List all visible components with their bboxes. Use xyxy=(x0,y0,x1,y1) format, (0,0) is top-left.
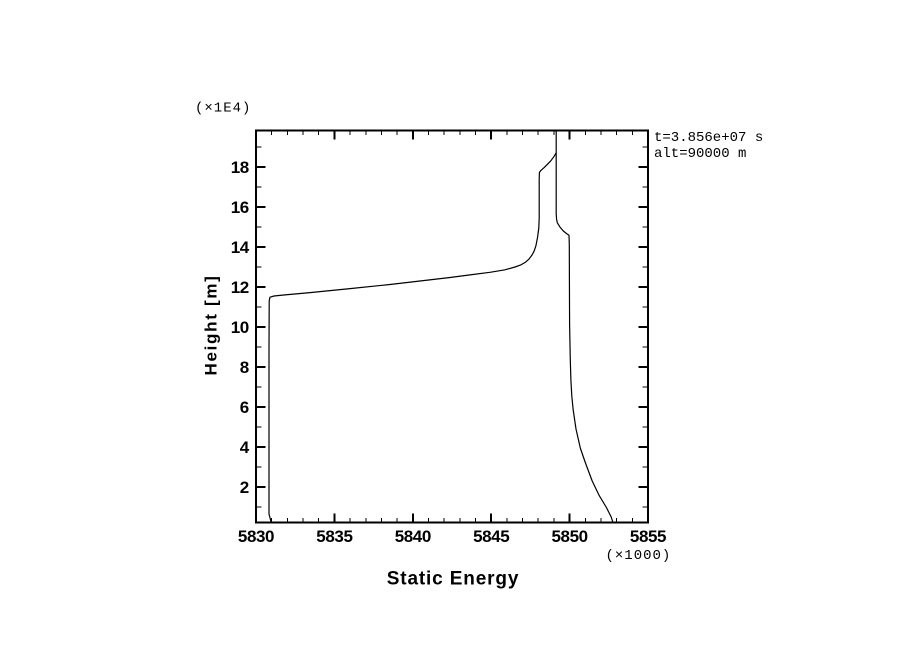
svg-text:16: 16 xyxy=(231,198,249,217)
svg-text:4: 4 xyxy=(240,438,250,457)
svg-text:Static Energy: Static Energy xyxy=(387,569,519,590)
svg-text:t=3.856e+07 s: t=3.856e+07 s xyxy=(654,130,763,146)
svg-text:(×1000): (×1000) xyxy=(606,548,672,564)
svg-text:18: 18 xyxy=(231,158,249,177)
svg-text:alt=90000 m: alt=90000 m xyxy=(654,146,746,162)
svg-text:5835: 5835 xyxy=(316,527,352,546)
svg-text:2: 2 xyxy=(240,478,249,497)
svg-text:14: 14 xyxy=(231,238,250,257)
svg-text:5855: 5855 xyxy=(630,527,666,546)
svg-text:12: 12 xyxy=(231,278,249,297)
svg-text:5845: 5845 xyxy=(473,527,509,546)
svg-text:5830: 5830 xyxy=(238,527,274,546)
svg-text:Height [m]: Height [m] xyxy=(202,274,221,375)
svg-text:8: 8 xyxy=(240,358,249,377)
svg-text:6: 6 xyxy=(240,398,249,417)
svg-text:5850: 5850 xyxy=(551,527,587,546)
svg-text:5840: 5840 xyxy=(395,527,431,546)
svg-text:10: 10 xyxy=(231,318,249,337)
svg-text:(×1E4): (×1E4) xyxy=(195,101,251,117)
